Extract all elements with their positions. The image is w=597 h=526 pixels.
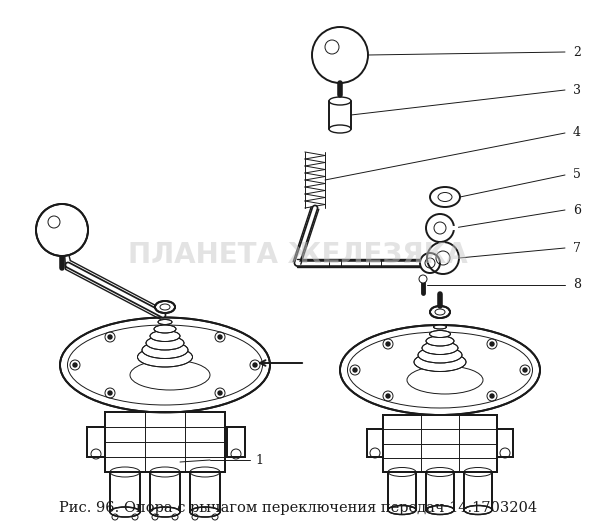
Ellipse shape bbox=[422, 341, 458, 355]
Bar bbox=[383, 415, 497, 472]
Bar bbox=[150, 472, 180, 512]
Circle shape bbox=[218, 335, 222, 339]
Bar bbox=[367, 429, 383, 457]
Text: 3: 3 bbox=[573, 84, 581, 96]
Bar bbox=[464, 472, 492, 510]
Ellipse shape bbox=[137, 347, 192, 367]
Ellipse shape bbox=[430, 306, 450, 318]
Ellipse shape bbox=[150, 507, 180, 517]
Bar bbox=[87, 427, 105, 457]
Circle shape bbox=[420, 253, 440, 273]
Bar bbox=[190, 472, 220, 512]
Ellipse shape bbox=[414, 352, 466, 371]
Circle shape bbox=[490, 342, 494, 346]
Ellipse shape bbox=[142, 341, 188, 359]
Ellipse shape bbox=[426, 336, 454, 346]
Circle shape bbox=[253, 363, 257, 367]
Circle shape bbox=[523, 368, 527, 372]
Bar bbox=[464, 472, 492, 510]
Circle shape bbox=[108, 335, 112, 339]
Circle shape bbox=[419, 275, 427, 283]
Circle shape bbox=[108, 391, 112, 395]
Text: Рис. 96. Опора с рычагом переключения передач 14.1703204: Рис. 96. Опора с рычагом переключения пе… bbox=[59, 501, 537, 515]
Ellipse shape bbox=[464, 505, 492, 514]
Bar bbox=[150, 472, 180, 512]
Bar bbox=[367, 429, 383, 457]
Circle shape bbox=[490, 394, 494, 398]
Circle shape bbox=[73, 363, 77, 367]
Bar bbox=[388, 472, 416, 510]
Ellipse shape bbox=[433, 325, 447, 329]
Ellipse shape bbox=[154, 325, 176, 333]
Bar bbox=[105, 412, 225, 472]
Ellipse shape bbox=[110, 507, 140, 517]
Text: 7: 7 bbox=[573, 241, 581, 255]
Bar bbox=[227, 427, 245, 457]
Bar bbox=[383, 415, 497, 472]
Bar bbox=[227, 427, 245, 457]
Bar bbox=[426, 472, 454, 510]
Bar bbox=[426, 472, 454, 510]
Ellipse shape bbox=[60, 318, 270, 412]
Ellipse shape bbox=[158, 319, 172, 325]
Bar bbox=[497, 429, 513, 457]
Ellipse shape bbox=[418, 347, 462, 363]
Circle shape bbox=[218, 391, 222, 395]
Circle shape bbox=[386, 394, 390, 398]
Ellipse shape bbox=[190, 507, 220, 517]
Text: 1: 1 bbox=[255, 453, 263, 467]
Bar bbox=[105, 412, 225, 472]
Bar bbox=[388, 472, 416, 510]
Circle shape bbox=[386, 342, 390, 346]
Bar bbox=[497, 429, 513, 457]
Ellipse shape bbox=[146, 336, 184, 350]
Ellipse shape bbox=[426, 505, 454, 514]
Ellipse shape bbox=[429, 330, 451, 338]
Bar bbox=[110, 472, 140, 512]
Text: 4: 4 bbox=[573, 126, 581, 139]
Text: 2: 2 bbox=[573, 46, 581, 58]
Text: 5: 5 bbox=[573, 168, 581, 181]
Ellipse shape bbox=[150, 330, 180, 341]
Ellipse shape bbox=[340, 325, 540, 415]
Circle shape bbox=[36, 204, 88, 256]
Bar bbox=[190, 472, 220, 512]
Text: 6: 6 bbox=[573, 204, 581, 217]
Bar bbox=[87, 427, 105, 457]
Circle shape bbox=[353, 368, 357, 372]
Text: 8: 8 bbox=[573, 278, 581, 291]
Bar bbox=[110, 472, 140, 512]
Text: ПЛАНЕТА ЖЕЛЕЗЯКА: ПЛАНЕТА ЖЕЛЕЗЯКА bbox=[128, 241, 468, 269]
Ellipse shape bbox=[155, 301, 175, 313]
Ellipse shape bbox=[388, 505, 416, 514]
